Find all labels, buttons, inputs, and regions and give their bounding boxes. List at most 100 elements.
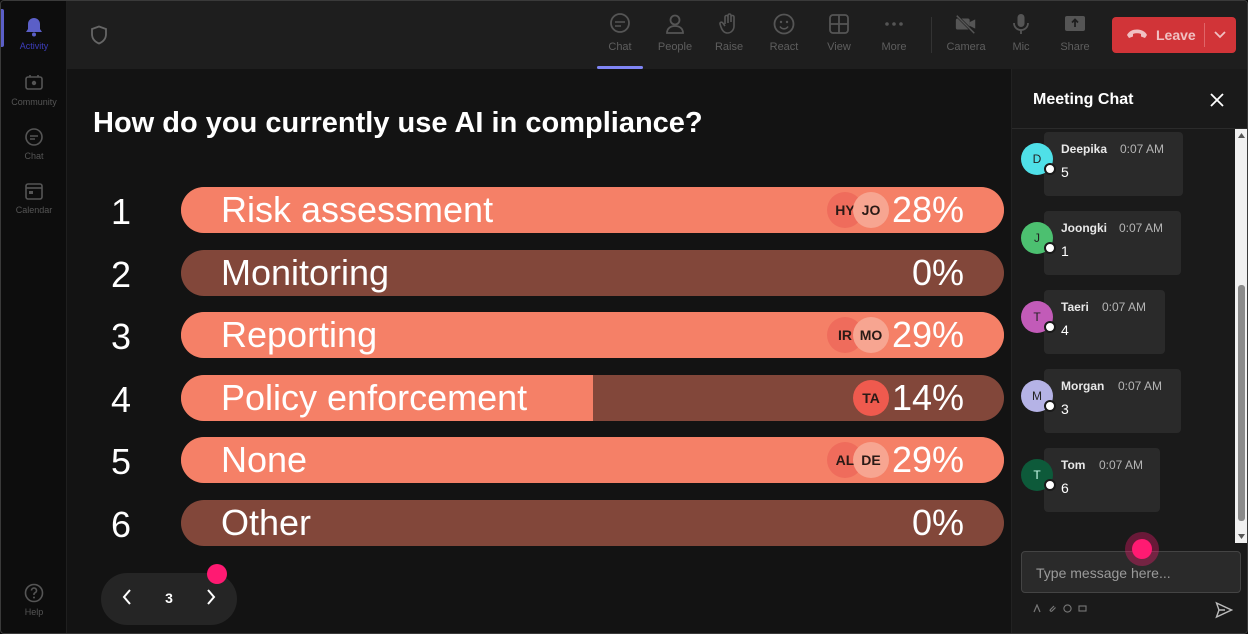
presence-status <box>1044 242 1056 254</box>
chat-message[interactable]: Tom 0:07 AM 6 <box>1044 448 1160 512</box>
attach-icon[interactable] <box>1048 604 1057 613</box>
poll-option-bar: Other 0% <box>181 500 1004 546</box>
rail-item-calendar[interactable]: Calendar <box>1 173 67 223</box>
tool-label: People <box>657 41 693 53</box>
page-number: 3 <box>165 590 173 606</box>
voter-avatars: TA <box>853 380 889 416</box>
prev-slide-button[interactable] <box>115 587 139 611</box>
gif-icon[interactable] <box>1078 604 1087 613</box>
poll-option-label: Other <box>221 502 312 543</box>
rail-item-label: Help <box>24 607 44 617</box>
chat-message-box[interactable] <box>1021 551 1241 593</box>
chat-message[interactable]: Joongki 0:07 AM 1 <box>1044 211 1181 275</box>
raise-hand-icon <box>717 11 741 37</box>
message-sender: Tom <box>1061 458 1086 472</box>
poll-option-percent: 14% <box>891 377 964 418</box>
format-toolbar <box>1033 604 1087 613</box>
rail-item-activity[interactable]: Activity <box>1 9 67 59</box>
chat-message[interactable]: Deepika 0:07 AM 5 <box>1044 132 1183 196</box>
voter-avatar[interactable]: TA <box>853 380 889 416</box>
poll-option: 3 Reporting 29% IR MO <box>67 312 1011 360</box>
avatar: T <box>1021 459 1056 491</box>
tool-camera[interactable]: Camera <box>940 11 992 61</box>
tool-label: View <box>827 41 851 53</box>
cursor-indicator <box>207 564 227 584</box>
poll-option-label: Reporting <box>221 314 378 355</box>
tool-label: More <box>881 41 907 53</box>
community-icon <box>24 73 44 93</box>
leave-options-button[interactable] <box>1205 17 1235 53</box>
avatar-initial: T <box>1033 468 1041 482</box>
tool-mic[interactable]: Mic <box>995 11 1047 61</box>
presence-status <box>1044 400 1056 412</box>
emoji-icon[interactable] <box>1063 604 1072 613</box>
chat-icon <box>608 11 632 37</box>
poll-option-bar: Reporting 29% IR MO <box>181 312 1004 358</box>
mic-icon <box>1009 11 1033 37</box>
leave-main[interactable]: Leave <box>1112 17 1204 53</box>
chat-message-input[interactable] <box>1036 562 1226 584</box>
chat-panel-title: Meeting Chat <box>1033 91 1134 108</box>
chevron-left-icon <box>122 588 132 610</box>
tool-people[interactable]: People <box>649 11 701 61</box>
message-sender: Deepika <box>1061 142 1108 156</box>
presence-status <box>1044 321 1056 333</box>
chat-message[interactable]: Taeri 0:07 AM 4 <box>1044 290 1165 354</box>
scrollbar-thumb[interactable] <box>1238 285 1245 521</box>
avatar-initial: T <box>1033 310 1041 324</box>
voter-avatars: AL DE <box>827 442 889 478</box>
poll-option-number: 1 <box>110 191 132 232</box>
message-sender: Morgan <box>1061 379 1105 393</box>
rail-item-label: Activity <box>19 41 49 51</box>
toolbar-divider <box>931 17 932 53</box>
poll-option: 1 Risk assessment 28% HY JO <box>67 187 1011 235</box>
chevron-right-icon <box>206 588 216 610</box>
poll-option: 5 None 29% AL DE <box>67 437 1011 485</box>
rail-item-help[interactable]: Help <box>1 575 67 625</box>
leave-button[interactable]: Leave <box>1112 17 1236 53</box>
scroll-up-icon[interactable] <box>1235 129 1247 142</box>
message-text: 1 <box>1061 243 1069 259</box>
tool-share[interactable]: Share <box>1049 11 1101 61</box>
poll-option-label: Policy enforcement <box>221 377 528 418</box>
tool-more[interactable]: More <box>868 11 920 61</box>
avatar-initial: D <box>1032 152 1042 166</box>
poll-stage: How do you currently use AI in complianc… <box>67 69 1011 633</box>
rail-item-chat[interactable]: Chat <box>1 119 67 169</box>
voter-avatar[interactable]: MO <box>853 317 889 353</box>
next-slide-button[interactable] <box>199 587 223 611</box>
more-icon <box>882 11 906 37</box>
close-icon[interactable] <box>1208 91 1226 109</box>
chat-message[interactable]: Morgan 0:07 AM 3 <box>1044 369 1181 433</box>
message-timestamp: 0:07 AM <box>1119 221 1164 235</box>
shield-icon[interactable] <box>89 25 109 45</box>
rail-item-community[interactable]: Community <box>1 65 67 115</box>
rail-item-label: Community <box>11 97 57 107</box>
poll-option-label: None <box>221 439 308 480</box>
poll-option-percent: 0% <box>911 252 964 293</box>
message-timestamp: 0:07 AM <box>1102 300 1147 314</box>
scroll-down-icon[interactable] <box>1235 530 1247 543</box>
poll-option-number: 6 <box>110 504 132 545</box>
voter-avatar[interactable]: JO <box>853 192 889 228</box>
rail-item-label: Chat <box>24 151 44 161</box>
tool-chat[interactable]: Chat <box>594 11 646 69</box>
tool-label: Mic <box>1012 41 1030 53</box>
meeting-toolbar: Chat People Raise React View <box>67 1 1247 69</box>
voter-avatars: IR MO <box>827 317 889 353</box>
react-icon <box>772 11 796 37</box>
tool-react[interactable]: React <box>758 11 810 61</box>
voter-avatar[interactable]: DE <box>853 442 889 478</box>
format-icon[interactable] <box>1033 604 1042 613</box>
message-text: 4 <box>1061 322 1069 338</box>
chat-scrollbar[interactable] <box>1235 129 1247 543</box>
message-sender: Taeri <box>1061 300 1089 314</box>
poll-option-number: 3 <box>110 316 132 357</box>
view-icon <box>827 11 851 37</box>
tool-raise[interactable]: Raise <box>703 11 755 61</box>
avatar-initial: M <box>1032 389 1042 403</box>
send-icon[interactable] <box>1215 601 1234 619</box>
poll-option-label: Risk assessment <box>221 189 494 230</box>
cursor-indicator <box>1132 539 1152 559</box>
tool-view[interactable]: View <box>813 11 865 61</box>
